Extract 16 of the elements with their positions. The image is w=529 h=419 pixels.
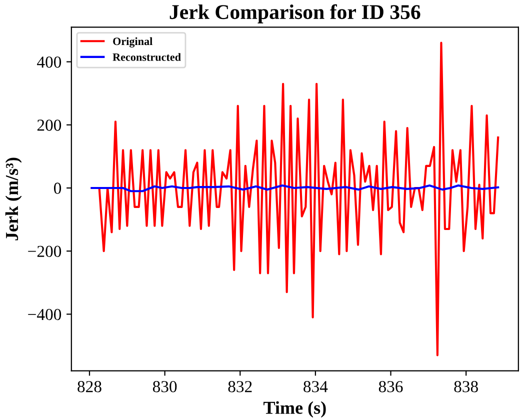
x-tick-label: 834 <box>304 381 328 392</box>
chart-title: Jerk Comparison for ID 356 <box>170 4 420 24</box>
legend-label: Reconstructed <box>112 53 181 61</box>
y-tick-label: 400 <box>37 56 62 68</box>
y-tick-label: 200 <box>37 120 62 131</box>
x-tick-label: 836 <box>378 381 403 392</box>
y-tick-label: −400 <box>28 308 62 320</box>
x-tick-label: 828 <box>78 381 102 392</box>
x-axis-title: Time (s) <box>264 401 326 418</box>
y-tick-label: −200 <box>28 246 62 258</box>
y-axis-title: Jerk (m/s³) <box>5 158 22 240</box>
x-tick-label: 830 <box>152 381 177 392</box>
y-tick-label: 0 <box>54 182 62 194</box>
legend-label: Original <box>113 37 152 48</box>
x-tick-label: 838 <box>454 381 478 392</box>
x-tick-label: 832 <box>228 381 252 392</box>
